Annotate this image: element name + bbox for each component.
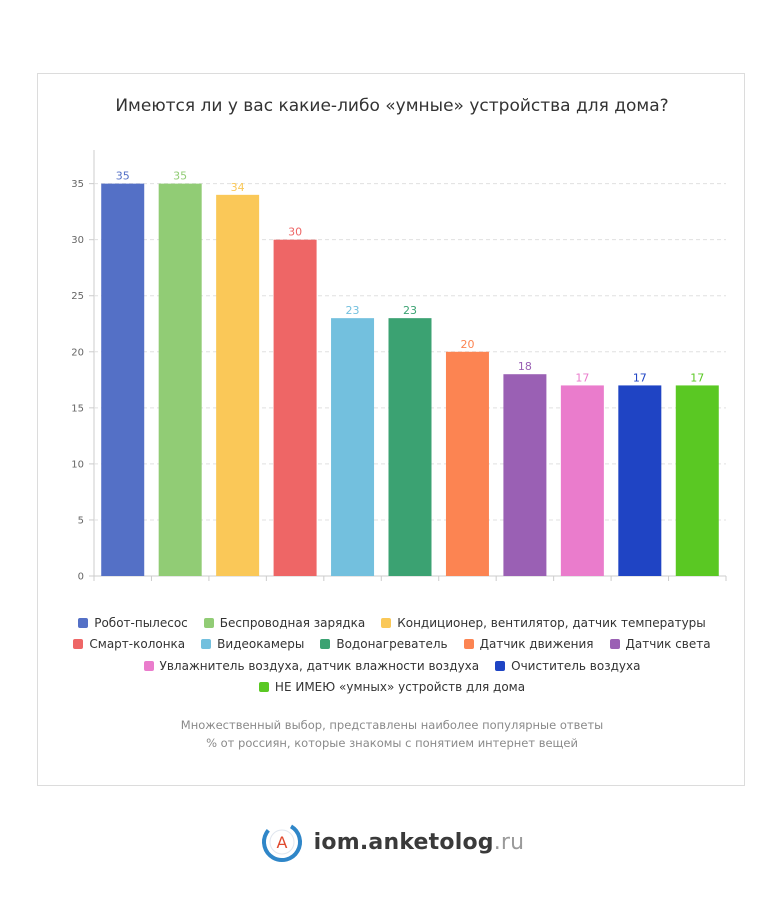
legend-swatch	[203, 617, 214, 628]
data-label: 35	[173, 170, 187, 183]
legend-swatch	[78, 617, 89, 628]
legend-item[interactable]: Увлажнитель воздуха, датчик влажности во…	[143, 658, 480, 673]
legend-label: Увлажнитель воздуха, датчик влажности во…	[159, 658, 480, 673]
legend-row: НЕ ИМЕЮ «умных» устройств для дома	[0, 677, 784, 699]
data-label: 34	[231, 181, 245, 194]
legend-swatch	[73, 639, 84, 650]
legend-swatch	[381, 617, 392, 628]
bar	[445, 351, 489, 576]
y-tick-label: 0	[78, 572, 84, 583]
legend-label: Кондиционер, вентилятор, датчик температ…	[397, 615, 706, 630]
legend-label: Очиститель воздуха	[511, 658, 641, 673]
footnote-line: Множественный выбор, представлены наибол…	[180, 718, 604, 732]
bar	[331, 318, 375, 576]
legend-swatch	[609, 639, 620, 650]
legend-label: Видеокамеры	[217, 637, 305, 652]
legend-swatch	[258, 682, 269, 693]
anketolog-logo-icon: A	[261, 822, 302, 862]
legend-label: Робот-пылесос	[94, 615, 188, 630]
bar	[618, 385, 662, 576]
legend-swatch	[143, 660, 154, 671]
legend-label: Беспроводная зарядка	[219, 615, 366, 630]
y-tick-label: 15	[71, 403, 84, 414]
data-label: 20	[460, 338, 474, 351]
logo-letter: A	[276, 833, 287, 852]
data-label: 23	[403, 304, 417, 317]
legend-swatch	[201, 639, 212, 650]
y-tick-label: 30	[71, 235, 84, 246]
data-label: 35	[116, 170, 130, 183]
chart-legend: Робот-пылесос Беспроводная зарядка Конди…	[0, 612, 784, 698]
y-tick-label: 25	[71, 291, 84, 302]
chart-footnotes: Множественный выбор, представлены наибол…	[0, 716, 784, 752]
legend-item[interactable]: Водонагреватель	[320, 637, 448, 652]
data-label: 17	[633, 371, 647, 384]
legend-item[interactable]: Датчик света	[609, 637, 711, 652]
legend-row: Смарт-колонка Видеокамеры Водонагревател…	[0, 634, 784, 656]
brand-name: iom.anketolog.ru	[314, 830, 525, 855]
data-label: 17	[575, 371, 589, 384]
legend-item[interactable]: Датчик движения	[463, 637, 594, 652]
legend-label: Датчик света	[625, 637, 711, 652]
legend-item[interactable]: Беспроводная зарядка	[203, 615, 366, 630]
legend-swatch	[495, 660, 506, 671]
data-label: 18	[518, 360, 532, 373]
footnote-line: % от россиян, которые знакомы с понятием…	[206, 736, 578, 750]
brand-footer[interactable]: A iom.anketolog.ru	[0, 820, 784, 864]
legend-item[interactable]: Робот-пылесос	[78, 616, 188, 630]
y-tick-label: 10	[71, 459, 84, 470]
legend-label: НЕ ИМЕЮ «умных» устройств для дома	[274, 680, 526, 695]
legend-row: Увлажнитель воздуха, датчик влажности во…	[0, 655, 784, 677]
y-tick-label: 35	[71, 179, 84, 190]
legend-label: Водонагреватель	[336, 637, 448, 652]
bar	[560, 385, 604, 576]
legend-item[interactable]: Смарт-колонка	[73, 637, 185, 651]
legend-item[interactable]: Видеокамеры	[201, 637, 304, 651]
bar	[158, 183, 202, 576]
legend-item[interactable]: Очиститель воздуха	[495, 659, 640, 673]
data-label: 30	[288, 226, 302, 239]
chart-title: Имеются ли у вас какие-либо «умные» устр…	[115, 96, 669, 116]
bar	[388, 318, 432, 576]
legend-row: Робот-пылесос Беспроводная зарядка Конди…	[0, 612, 784, 634]
bar	[675, 385, 719, 576]
brand-tld: .ru	[493, 829, 525, 855]
bar	[503, 374, 547, 576]
data-label: 23	[346, 304, 360, 317]
legend-swatch	[320, 639, 331, 650]
legend-item[interactable]: Кондиционер, вентилятор, датчик температ…	[381, 616, 706, 630]
y-tick-label: 5	[78, 515, 84, 526]
brand-domain: iom.anketolog	[313, 829, 494, 855]
legend-swatch	[463, 639, 474, 650]
data-label: 17	[690, 371, 704, 384]
y-tick-label: 20	[71, 347, 84, 358]
bar-chart: 0 5 10 15 20 25 30 35 35 35 34 30 23 23 20 18 17 17 17	[71, 150, 727, 583]
legend-label: Смарт-колонка	[89, 637, 186, 652]
legend-item[interactable]: НЕ ИМЕЮ «умных» устройств для дома	[258, 680, 526, 695]
legend-label: Датчик движения	[479, 637, 594, 652]
bar	[273, 239, 317, 576]
bar	[101, 183, 145, 576]
bar	[216, 194, 260, 576]
